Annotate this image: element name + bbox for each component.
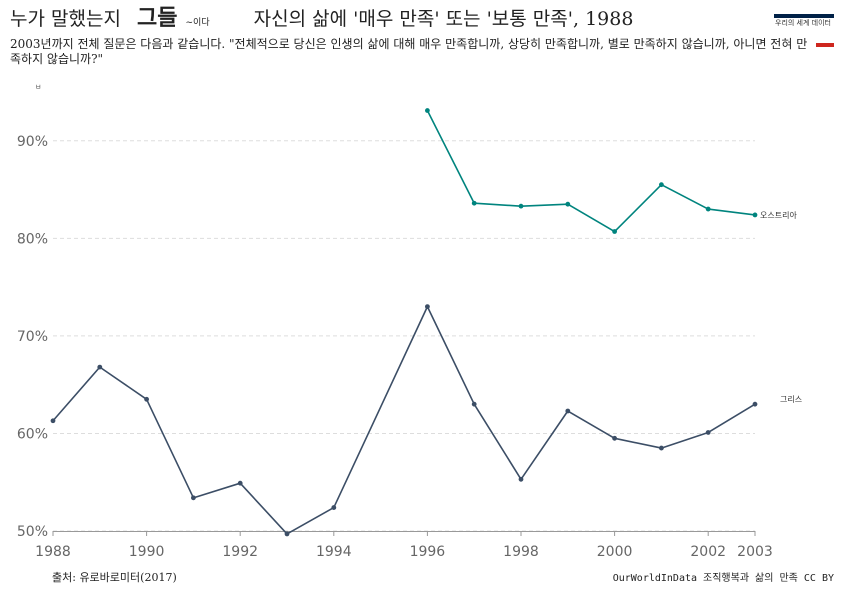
y-tick-label: 50% bbox=[17, 524, 48, 540]
series-label: 오스트리아 bbox=[760, 210, 797, 220]
x-tick-label: 2002 bbox=[690, 544, 726, 560]
data-point bbox=[565, 201, 571, 207]
data-point bbox=[518, 203, 524, 209]
x-tick-label: 2000 bbox=[597, 544, 633, 560]
series-label: 그리스 bbox=[780, 395, 802, 404]
y-tick-label: 70% bbox=[17, 329, 48, 345]
y-tick-label: 80% bbox=[17, 231, 48, 247]
chart-subtitle: 2003년까지 전체 질문은 다음과 같습니다. "전체적으로 당신은 인생의 … bbox=[10, 37, 808, 66]
series-line bbox=[52, 305, 756, 535]
x-tick-label: 1996 bbox=[410, 544, 446, 560]
source-text: 출처: 유로바로미터(2017) bbox=[52, 571, 177, 584]
data-point bbox=[425, 304, 430, 310]
owid-logo[interactable]: 우리의 세계 데이터 bbox=[774, 14, 834, 47]
x-tick-label: 1994 bbox=[316, 544, 352, 560]
title-part-2: 그들 bbox=[136, 5, 178, 31]
x-tick-label: 2003 bbox=[737, 544, 773, 560]
credit-text: OurWorldInData 조직행복과 삶의 만족 CC BY bbox=[612, 573, 834, 584]
data-point bbox=[50, 418, 56, 424]
data-point bbox=[659, 445, 664, 451]
title-part-3: ~이다 bbox=[185, 18, 210, 28]
data-point bbox=[659, 182, 664, 188]
small-mark: ㅂ bbox=[35, 83, 42, 91]
y-tick-label: 90% bbox=[17, 134, 48, 150]
title-part-4: 자신의 삶에 '매우 만족' 또는 '보통 만족', 1988 bbox=[253, 8, 634, 30]
data-point bbox=[191, 495, 196, 501]
y-tick-label: 60% bbox=[17, 426, 48, 442]
data-point bbox=[144, 396, 150, 402]
title-part-1: 누가 말했는지 bbox=[10, 8, 121, 30]
x-tick-label: 1988 bbox=[35, 544, 71, 560]
series-line bbox=[426, 110, 756, 233]
logo-text: 우리의 세계 데이터 bbox=[775, 19, 831, 27]
x-tick-label: 1992 bbox=[222, 544, 258, 560]
data-point bbox=[612, 435, 617, 441]
data-point bbox=[705, 430, 711, 435]
data-point bbox=[471, 401, 477, 407]
data-point bbox=[752, 401, 758, 407]
data-point bbox=[284, 531, 290, 537]
data-point bbox=[471, 200, 477, 206]
x-tick-label: 1998 bbox=[503, 544, 539, 560]
x-tick-label: 1990 bbox=[129, 544, 165, 560]
data-point bbox=[237, 480, 243, 486]
data-point bbox=[331, 505, 337, 510]
chart-title: 누가 말했는지 그들 ~이다 자신의 삶에 '매우 만족' 또는 '보통 만족'… bbox=[10, 6, 770, 35]
data-point bbox=[705, 206, 711, 212]
data-point bbox=[97, 364, 103, 370]
data-point bbox=[612, 229, 617, 234]
data-point bbox=[425, 108, 430, 113]
data-point bbox=[565, 408, 571, 414]
data-point bbox=[518, 476, 524, 482]
logo-bar-top bbox=[774, 14, 834, 18]
logo-bar-bottom bbox=[816, 43, 834, 47]
data-point bbox=[752, 212, 758, 218]
